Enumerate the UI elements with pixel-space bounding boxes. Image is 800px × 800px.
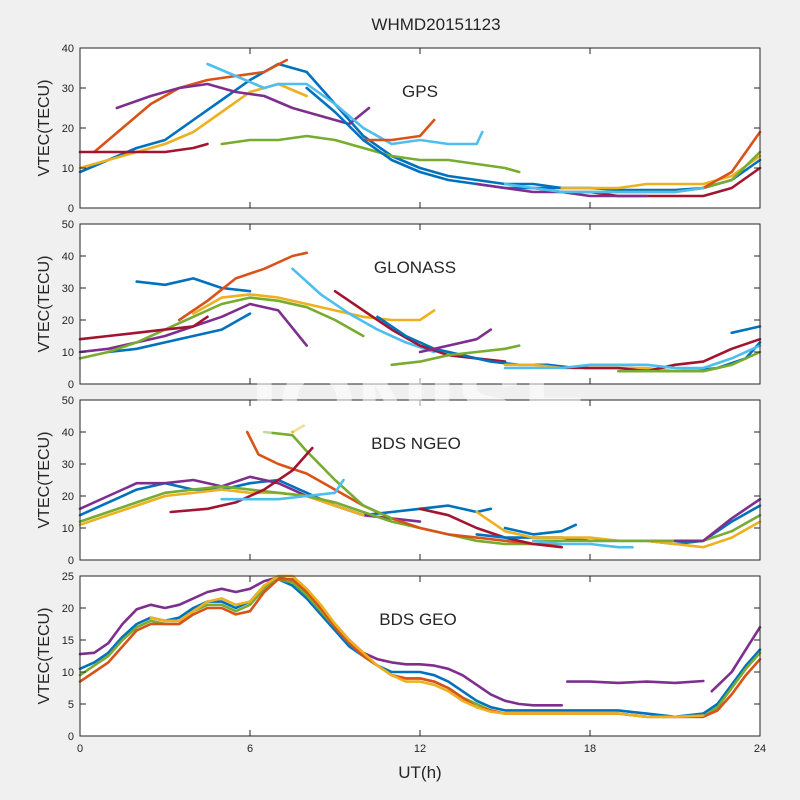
watermark: IONISE bbox=[251, 348, 590, 460]
y-tick-label: 10 bbox=[62, 523, 74, 535]
y-tick-label: 20 bbox=[62, 315, 74, 327]
y-tick-label: 0 bbox=[68, 203, 74, 215]
series-line-9 bbox=[390, 130, 484, 146]
y-tick-label: 25 bbox=[62, 571, 74, 583]
y-tick-label: 10 bbox=[62, 347, 74, 359]
series-line-1 bbox=[565, 679, 705, 685]
series-line-7 bbox=[291, 424, 306, 434]
panel-plot-area bbox=[80, 48, 760, 208]
series-line-14 bbox=[503, 344, 762, 370]
series-line-15 bbox=[503, 523, 578, 536]
y-tick-label: 0 bbox=[68, 379, 74, 391]
series-line-16 bbox=[616, 350, 762, 373]
series-line-11 bbox=[560, 154, 762, 190]
x-axis-label: UT(h) bbox=[398, 763, 441, 782]
series-line-15 bbox=[730, 325, 762, 335]
y-tick-label: 5 bbox=[68, 699, 74, 711]
panel-2: 0 10 20 30 40 50 VTEC(TECU) BDS NGEO bbox=[36, 395, 762, 567]
y-tick-label: 40 bbox=[62, 251, 74, 263]
series-line-13 bbox=[701, 130, 762, 190]
panel-label: BDS NGEO bbox=[371, 434, 461, 453]
series-line-14 bbox=[531, 539, 634, 549]
y-tick-label: 0 bbox=[68, 555, 74, 567]
series-line-5 bbox=[206, 62, 394, 146]
y-axis-label: VTEC(TECU) bbox=[36, 432, 53, 529]
y-axis-label: VTEC(TECU) bbox=[36, 80, 53, 177]
series-line-12 bbox=[531, 513, 762, 543]
series-line-1 bbox=[92, 58, 289, 154]
series-line-9 bbox=[418, 507, 564, 549]
panel-plot-area bbox=[80, 224, 760, 384]
x-tick-label: 6 bbox=[247, 743, 253, 755]
x-tick-label: 0 bbox=[77, 743, 83, 755]
series-line-5 bbox=[262, 430, 394, 520]
y-tick-label: 30 bbox=[62, 459, 74, 471]
series-line-7 bbox=[78, 315, 209, 341]
series-line-6 bbox=[291, 267, 436, 354]
series-line-8 bbox=[361, 118, 436, 142]
panel-0: 0 10 20 30 40 VTEC(TECU) GPS bbox=[36, 43, 762, 215]
y-tick-label: 20 bbox=[62, 491, 74, 503]
series-line-6 bbox=[78, 142, 209, 154]
series-line-3 bbox=[192, 293, 436, 322]
y-tick-label: 40 bbox=[62, 427, 74, 439]
series-line-13 bbox=[560, 337, 762, 373]
series-line-10 bbox=[390, 344, 521, 367]
panel-label: GPS bbox=[402, 82, 438, 101]
series-line-0 bbox=[135, 277, 252, 293]
y-tick-label: 30 bbox=[62, 83, 74, 95]
series-line-8 bbox=[220, 478, 345, 501]
series-line-10 bbox=[305, 86, 564, 190]
chart-title: WHMD20151123 bbox=[371, 15, 500, 34]
panel-3: 0 5 10 15 20 25 0 6 12 18 24 VTEC(TECU) BDS GEO UT(h) bbox=[36, 571, 766, 782]
y-tick-label: 30 bbox=[62, 283, 74, 295]
x-tick-label: 12 bbox=[414, 743, 426, 755]
series-line-5 bbox=[78, 296, 365, 360]
series-line-2 bbox=[710, 625, 762, 693]
series-line-0 bbox=[78, 62, 762, 192]
series-line-0 bbox=[78, 478, 493, 517]
y-tick-label: 10 bbox=[62, 163, 74, 175]
panel-label: GLONASS bbox=[374, 258, 456, 277]
y-tick-label: 15 bbox=[62, 635, 74, 647]
x-tick-label: 24 bbox=[754, 743, 766, 755]
y-tick-label: 20 bbox=[62, 603, 74, 615]
y-tick-label: 10 bbox=[62, 667, 74, 679]
panel-1: 0 10 20 30 40 50 VTEC(TECU) GLONASS bbox=[36, 219, 762, 391]
series-line-1 bbox=[107, 312, 252, 354]
series-line-6 bbox=[169, 446, 314, 514]
series-line-13 bbox=[673, 497, 762, 543]
series-line-4 bbox=[220, 134, 521, 174]
series-line-3 bbox=[115, 82, 371, 126]
y-axis-label: VTEC(TECU) bbox=[36, 256, 53, 353]
y-tick-label: 40 bbox=[62, 43, 74, 55]
y-tick-label: 20 bbox=[62, 123, 74, 135]
series-line-6 bbox=[149, 574, 705, 719]
panel-label: BDS GEO bbox=[379, 610, 456, 629]
x-tick-label: 18 bbox=[584, 743, 596, 755]
panel-plot-area bbox=[80, 576, 760, 736]
y-tick-label: 0 bbox=[68, 731, 74, 743]
series-line-11 bbox=[418, 328, 493, 354]
series-line-2 bbox=[177, 251, 309, 322]
y-tick-label: 50 bbox=[62, 395, 74, 407]
y-axis-label: VTEC(TECU) bbox=[36, 608, 53, 705]
series-line-15 bbox=[503, 182, 705, 194]
y-tick-label: 50 bbox=[62, 219, 74, 231]
